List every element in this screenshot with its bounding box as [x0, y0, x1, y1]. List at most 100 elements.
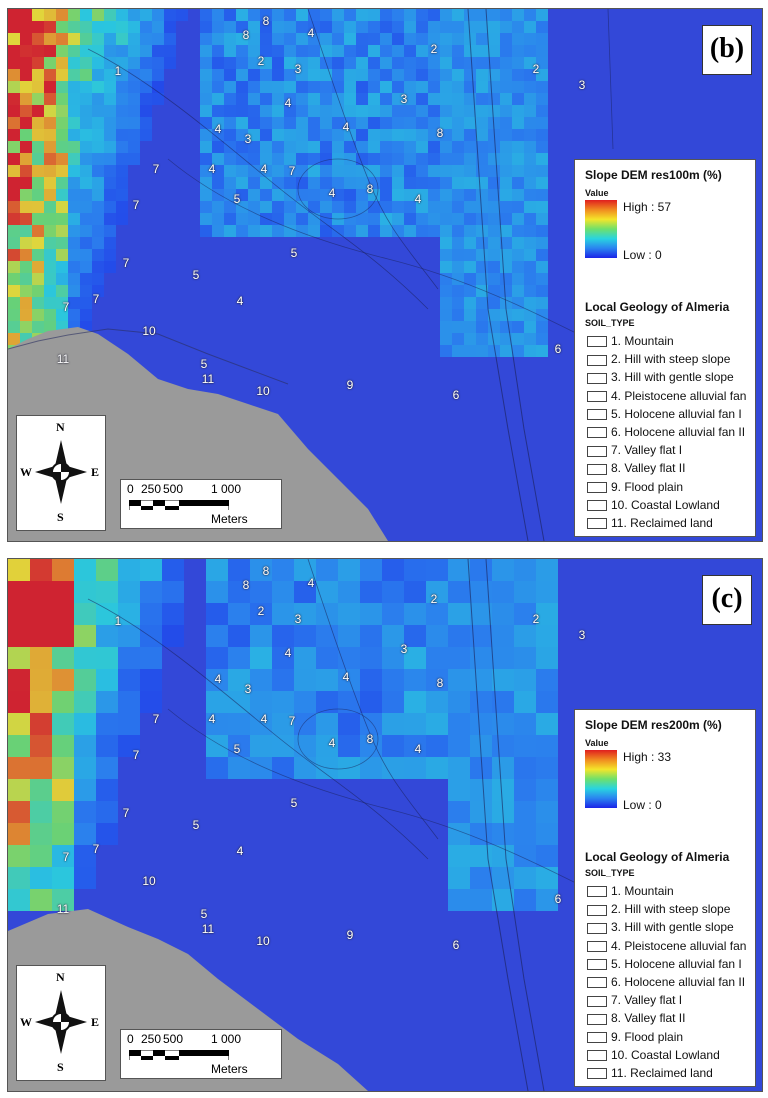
legend-high: High : 57: [623, 200, 672, 214]
soil-type-number: 6: [554, 342, 562, 356]
legend-swatch: [587, 445, 607, 457]
legend-high: High : 33: [623, 750, 672, 764]
legend-item-label: 2. Hill with steep slope: [611, 902, 731, 917]
soil-type-number: 4: [236, 294, 244, 308]
soil-type-number: 4: [328, 186, 336, 200]
soil-type-number: 4: [260, 712, 268, 726]
legend-c: Slope DEM res200m (%) Value High : 33 Lo…: [574, 709, 756, 1087]
soil-type-number: 10: [142, 874, 156, 888]
legend-swatch: [587, 463, 607, 475]
soil-type-number: 7: [62, 850, 70, 864]
color-ramp: [585, 200, 617, 258]
legend-item-label: 6. Holocene alluvial fan II: [611, 975, 746, 989]
legend-item-label: 11. Reclaimed land: [611, 1066, 713, 1080]
soil-type-number: 4: [414, 192, 422, 206]
legend-swatch: [587, 977, 607, 989]
soil-type-number: 11: [201, 372, 215, 386]
geology-title: Local Geology of Almeria: [585, 300, 730, 314]
soil-type-number: 6: [554, 892, 562, 906]
north-arrow: N S E W: [16, 965, 106, 1081]
legend-swatch: [587, 1013, 607, 1025]
legend-item: 3. Hill with gentle slope: [587, 920, 734, 934]
soil-type-number: 9: [346, 928, 354, 942]
legend-item-label: 4. Pleistocene alluvial fan: [611, 388, 747, 403]
legend-item: 9. Flood plain: [587, 480, 683, 494]
soil-type-number: 3: [578, 78, 586, 92]
legend-item: 5. Holocene alluvial fan I: [587, 407, 742, 421]
legend-item: 7. Valley flat I: [587, 443, 682, 457]
map-panel-c: (c) 1 2 2 2 3 3 3 3 4 4 4 4 4 4 4 4 4 5 5 5 5 6 6 7 7 7 7 7 7 8 8 8 8 9 10…: [7, 558, 763, 1092]
legend-swatch: [587, 372, 607, 384]
soil-type-number: 4: [328, 736, 336, 750]
soil-type-number: 11: [56, 352, 70, 366]
soil-type-number: 5: [233, 742, 241, 756]
legend-item-label: 4. Pleistocene alluvial fan: [611, 938, 747, 953]
slope-raster-c: [8, 559, 558, 911]
soil-type-number: 3: [244, 132, 252, 146]
soil-type-number: 4: [214, 672, 222, 686]
legend-swatch: [587, 390, 607, 402]
soil-type-number: 9: [346, 378, 354, 392]
legend-low: Low : 0: [623, 798, 662, 812]
legend-swatch: [587, 518, 607, 530]
slope-raster-b: [8, 9, 548, 357]
legend-low: Low : 0: [623, 248, 662, 262]
legend-item-label: 9. Flood plain: [611, 1029, 684, 1044]
legend-swatch: [587, 940, 607, 952]
legend-swatch: [587, 336, 607, 348]
legend-item: 7. Valley flat I: [587, 993, 682, 1007]
legend-item: 2. Hill with steep slope: [587, 902, 730, 916]
compass-icon: [35, 440, 87, 504]
soil-type-number: 4: [260, 162, 268, 176]
legend-swatch: [587, 1050, 607, 1062]
legend-swatch: [587, 904, 607, 916]
map-panel-b: (b) 1 2 2 2 3 3 3 3 4 4 4 4 4 4 4 4 4 5 5 5 5 6 6 7 7 7 7 7 7 8 8 8 8 9 10…: [7, 8, 763, 542]
soil-type-number: 11: [201, 922, 215, 936]
scale-tick: 1 000: [211, 1032, 242, 1046]
scale-bar-graphic: [129, 1050, 229, 1060]
soil-type-number: 5: [290, 246, 298, 260]
soil-type-number: 7: [152, 162, 160, 176]
soil-type-number: 3: [294, 612, 302, 626]
soil-type-number: 2: [430, 592, 438, 606]
legend-item-label: 7. Valley flat I: [611, 993, 683, 1008]
soil-type-number: 5: [200, 357, 208, 371]
geology-title: Local Geology of Almeria: [585, 850, 730, 864]
scale-bar-graphic: [129, 500, 229, 510]
soil-type-number: 5: [233, 192, 241, 206]
legend-item: 6. Holocene alluvial fan II: [587, 975, 745, 989]
legend-swatch: [587, 481, 607, 493]
legend-swatch: [587, 995, 607, 1007]
soil-type-number: 1: [114, 64, 122, 78]
panel-label-c: (c): [702, 575, 752, 625]
scale-tick: 1 000: [211, 482, 242, 496]
legend-item-label: 5. Holocene alluvial fan I: [611, 406, 742, 421]
soil-type-number: 3: [578, 628, 586, 642]
legend-swatch: [587, 427, 607, 439]
geology-field: SOIL_TYPE: [585, 868, 635, 878]
compass-icon: [35, 990, 87, 1054]
soil-type-number: 4: [208, 162, 216, 176]
legend-item: 8. Valley flat II: [587, 461, 685, 475]
soil-type-number: 10: [256, 384, 270, 398]
south-label: S: [57, 1060, 64, 1074]
soil-type-number: 8: [436, 126, 444, 140]
soil-type-number: 7: [62, 300, 70, 314]
legend-swatch: [587, 1068, 607, 1080]
soil-type-number: 4: [342, 120, 350, 134]
soil-type-number: 4: [342, 670, 350, 684]
scale-tick: 0: [127, 482, 134, 496]
legend-item: 4. Pleistocene alluvial fan: [587, 939, 746, 953]
soil-type-number: 8: [262, 14, 270, 28]
soil-type-number: 4: [284, 96, 292, 110]
scale-unit: Meters: [211, 512, 248, 526]
north-label: N: [56, 420, 65, 434]
soil-type-number: 2: [257, 604, 265, 618]
soil-type-number: 2: [532, 62, 540, 76]
legend-item: 1. Mountain: [587, 884, 674, 898]
soil-type-number: 6: [452, 388, 460, 402]
scale-tick: 250: [141, 1032, 162, 1046]
soil-type-number: 7: [92, 292, 100, 306]
soil-type-number: 7: [288, 714, 296, 728]
legend-item-label: 7. Valley flat I: [611, 443, 683, 458]
